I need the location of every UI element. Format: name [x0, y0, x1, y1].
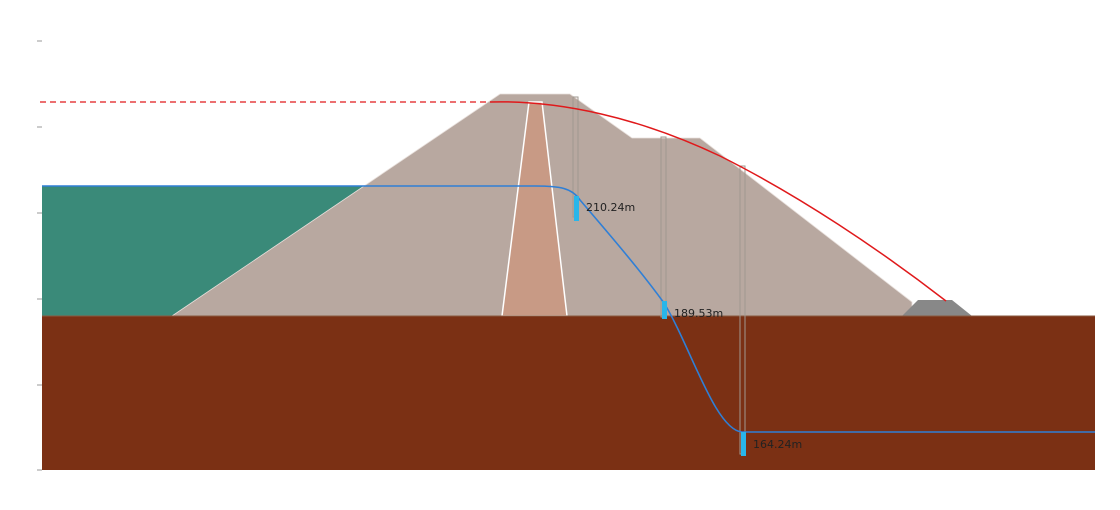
axis-ticks: [37, 40, 42, 471]
piezometer-level-bar: [662, 301, 667, 319]
piezometer-level-bar: [574, 196, 579, 221]
piezometer-label: 189.53m: [674, 307, 723, 320]
toe-drain: [902, 300, 972, 316]
foundation: [42, 316, 1095, 470]
piezometer-level-bar: [741, 432, 746, 456]
piezometer-label: 210.24m: [586, 201, 635, 214]
piezometer-levels: [574, 196, 746, 456]
slip-surface-curve: [489, 101, 947, 302]
piezometer-label: 164.24m: [753, 438, 802, 451]
phreatic-line: [42, 185, 1095, 433]
